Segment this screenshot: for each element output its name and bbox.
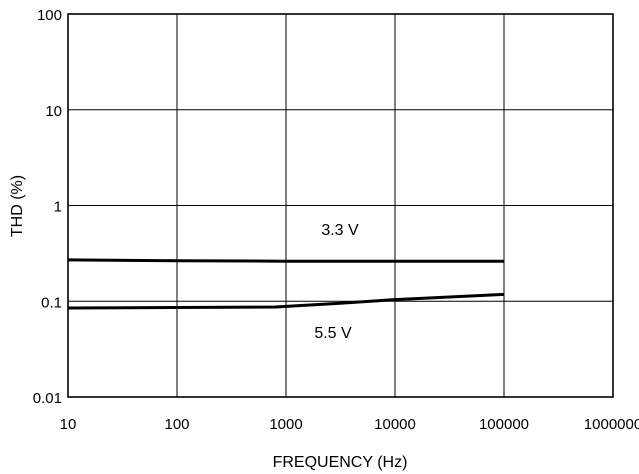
x-axis-label: FREQUENCY (Hz) <box>273 454 408 471</box>
y-tick-label: 0.1 <box>41 294 62 311</box>
x-tick-label: 100000 <box>479 416 529 433</box>
x-tick-label: 10 <box>60 416 77 433</box>
y-tick-label: 100 <box>37 7 62 24</box>
y-axis-label: THD (%) <box>9 175 26 237</box>
y-tick-label: 1 <box>54 199 62 216</box>
series-labels: 3.3 V 5.5 V <box>314 222 359 342</box>
y-tick-labels: 0.01 0.1 1 10 100 <box>33 7 62 407</box>
plot-frame <box>67 13 614 398</box>
series-line-2 <box>67 292 505 310</box>
series-lines <box>67 258 505 310</box>
x-tick-labels: 10 100 1000 10000 100000 1000000 <box>60 416 639 433</box>
grid-lines <box>68 14 613 397</box>
y-tick-label: 10 <box>45 103 62 120</box>
series-label-2: 5.5 V <box>314 325 352 342</box>
y-tick-label: 0.01 <box>33 390 62 407</box>
series-line-1 <box>67 258 504 263</box>
series-label-1: 3.3 V <box>321 222 359 239</box>
x-tick-label: 100 <box>164 416 189 433</box>
x-tick-label: 1000000 <box>584 416 639 433</box>
x-tick-label: 1000 <box>269 416 302 433</box>
x-tick-label: 10000 <box>374 416 416 433</box>
